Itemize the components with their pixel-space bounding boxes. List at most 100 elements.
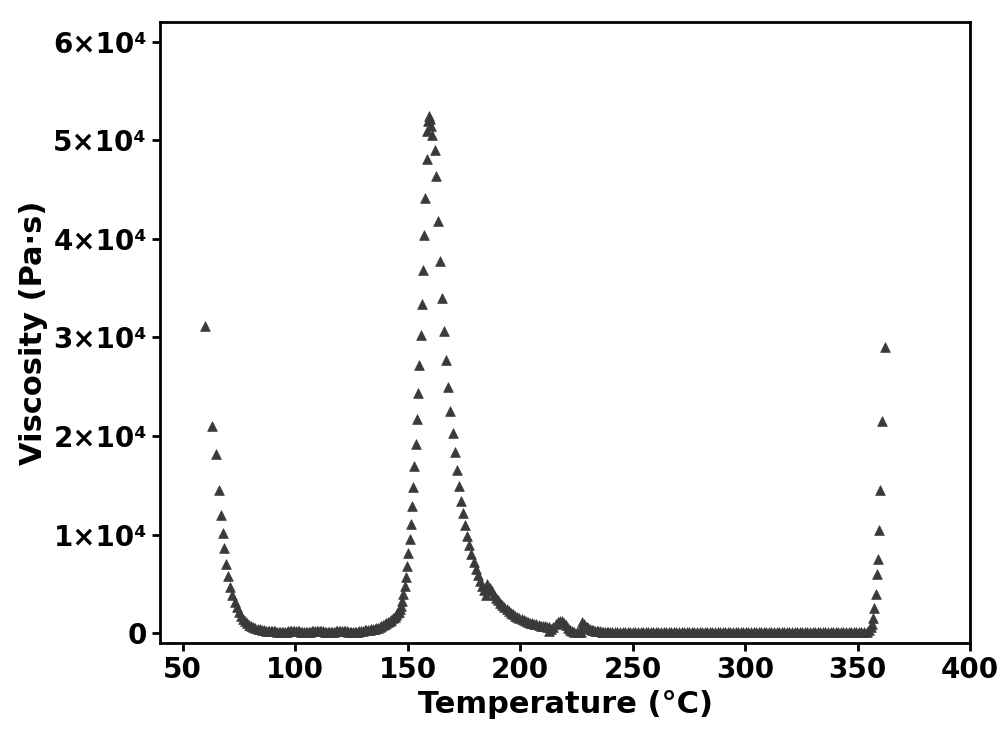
- Point: [403, 517, 419, 529]
- Point: [766, 626, 782, 638]
- Point: [440, 381, 456, 393]
- Point: [380, 616, 396, 628]
- Point: [229, 602, 245, 613]
- Point: [865, 613, 881, 624]
- Point: [733, 627, 749, 638]
- Point: [533, 619, 549, 631]
- Point: [539, 621, 555, 633]
- Point: [375, 619, 391, 631]
- Point: [258, 624, 274, 636]
- Point: [810, 626, 826, 638]
- Point: [222, 581, 238, 593]
- Point: [794, 626, 810, 638]
- Point: [545, 621, 561, 633]
- Point: [505, 608, 521, 620]
- Point: [684, 626, 700, 638]
- Point: [461, 539, 477, 551]
- Point: [298, 626, 314, 638]
- Point: [676, 626, 692, 638]
- Point: [746, 626, 762, 638]
- Point: [807, 626, 823, 638]
- Point: [328, 625, 344, 637]
- Point: [385, 613, 401, 624]
- Point: [334, 625, 350, 637]
- Point: [472, 575, 488, 587]
- Point: [853, 626, 869, 638]
- Point: [302, 626, 318, 638]
- Point: [239, 617, 255, 629]
- Point: [503, 607, 519, 619]
- Point: [332, 625, 348, 637]
- Point: [426, 144, 442, 156]
- Point: [825, 626, 841, 638]
- Point: [805, 627, 821, 638]
- Point: [267, 625, 283, 637]
- Point: [817, 626, 833, 638]
- Point: [224, 589, 240, 601]
- Point: [692, 626, 708, 638]
- Point: [830, 626, 846, 638]
- Point: [715, 626, 731, 638]
- Point: [388, 610, 404, 621]
- Point: [562, 624, 578, 636]
- Point: [571, 626, 587, 638]
- Point: [235, 613, 251, 624]
- Point: [792, 626, 808, 638]
- Point: [607, 626, 623, 638]
- Point: [761, 626, 777, 638]
- Point: [415, 265, 431, 276]
- Point: [751, 626, 767, 638]
- Point: [414, 298, 430, 310]
- Point: [466, 556, 482, 568]
- Point: [368, 622, 384, 634]
- Point: [863, 621, 879, 633]
- Point: [702, 626, 718, 638]
- Point: [699, 627, 715, 638]
- Point: [343, 626, 359, 638]
- Point: [535, 620, 551, 632]
- Point: [843, 626, 859, 638]
- Point: [419, 125, 435, 137]
- Point: [753, 626, 769, 638]
- Point: [296, 626, 312, 638]
- Point: [620, 626, 636, 638]
- Point: [402, 534, 418, 545]
- Point: [548, 619, 564, 630]
- Point: [756, 626, 772, 638]
- Point: [233, 610, 249, 621]
- Point: [630, 626, 646, 638]
- Point: [272, 626, 288, 638]
- Point: [340, 626, 356, 638]
- Point: [488, 592, 504, 604]
- Point: [722, 626, 738, 638]
- X-axis label: Temperature (°C): Temperature (°C): [418, 689, 712, 719]
- Point: [264, 625, 280, 637]
- Point: [524, 617, 540, 629]
- Point: [697, 627, 713, 638]
- Point: [463, 548, 479, 560]
- Point: [399, 560, 415, 572]
- Point: [266, 625, 282, 637]
- Point: [479, 578, 495, 590]
- Point: [671, 626, 687, 638]
- Point: [779, 626, 795, 638]
- Point: [362, 624, 378, 636]
- Point: [294, 626, 310, 638]
- Point: [422, 113, 438, 125]
- Point: [537, 621, 553, 633]
- Point: [522, 616, 538, 628]
- Point: [627, 627, 643, 638]
- Point: [846, 626, 862, 638]
- Point: [432, 256, 448, 268]
- Point: [288, 625, 304, 637]
- Point: [869, 568, 885, 580]
- Point: [393, 599, 409, 611]
- Point: [494, 599, 510, 611]
- Point: [256, 624, 272, 636]
- Point: [451, 480, 467, 492]
- Point: [474, 580, 490, 592]
- Point: [674, 626, 690, 638]
- Point: [395, 588, 411, 600]
- Point: [484, 585, 500, 597]
- Point: [640, 626, 656, 638]
